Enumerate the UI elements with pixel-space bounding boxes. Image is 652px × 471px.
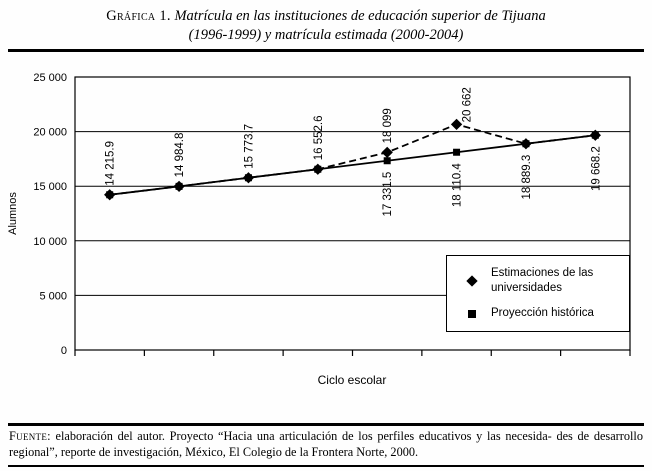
y-tick-label: 0 bbox=[61, 345, 67, 357]
title-line-1: Gráfica 1. Matrícula en las institucione… bbox=[0, 7, 652, 26]
source-line-2: des de desarrollo regional”, reporte de … bbox=[9, 429, 643, 460]
diamond-marker-icon bbox=[466, 275, 478, 287]
source-text: Fuente: elaboración del autor. Proyecto … bbox=[0, 426, 652, 465]
legend-marker-cell bbox=[459, 309, 485, 318]
y-tick-label: 10 000 bbox=[33, 236, 67, 248]
diamond-marker bbox=[589, 129, 601, 142]
point-value-label: 17 331.5 bbox=[382, 172, 394, 217]
point-value-label: 16 552.6 bbox=[313, 116, 325, 161]
point-value-label: 19 668.2 bbox=[590, 146, 602, 191]
series-line-1 bbox=[109, 134, 596, 196]
diamond-marker bbox=[104, 189, 116, 201]
point-value-label: 18 889.3 bbox=[521, 155, 533, 200]
line-chart: 0 5 000 10 000 15 000 20 000 25 000 Alumnos 14 … bbox=[7, 72, 631, 357]
square-marker bbox=[383, 157, 391, 165]
point-value-labels: 14 215.9 14 984.8 15 773.7 16 552.6 18 099 17… bbox=[105, 87, 603, 216]
source-label: Fuente: bbox=[9, 429, 51, 444]
point-value-label: 20 662 bbox=[462, 87, 474, 122]
source-note: Fuente: elaboración del autor. Proyecto … bbox=[0, 423, 652, 468]
diamond-marker bbox=[173, 180, 185, 193]
square-marker-icon bbox=[468, 309, 476, 318]
y-tick-label: 20 000 bbox=[33, 127, 67, 139]
point-value-label: 15 773.7 bbox=[243, 124, 255, 169]
source-line-1: elaboración del autor. Proyecto “Hacia u… bbox=[55, 429, 552, 444]
point-value-label: 14 215.9 bbox=[105, 141, 117, 186]
divider-top bbox=[8, 49, 644, 53]
point-value-label: 18 110.4 bbox=[452, 163, 464, 208]
figure-label: Gráfica 1. bbox=[106, 8, 171, 24]
title-line-2: (1996-1999) y matrícula estimada (2000-2… bbox=[188, 27, 464, 44]
point-value-label: 14 984.8 bbox=[174, 133, 186, 178]
point-value-label: 18 099 bbox=[382, 108, 394, 143]
y-tick-label: 15 000 bbox=[33, 181, 67, 193]
y-tick-label: 25 000 bbox=[33, 72, 67, 84]
square-marker bbox=[453, 148, 461, 156]
diamond-marker bbox=[381, 146, 393, 159]
legend: Estimaciones de las universidades Proyec… bbox=[446, 255, 630, 333]
x-axis-title: Ciclo escolar bbox=[317, 373, 387, 388]
legend-item-estimaciones: Estimaciones de las universidades bbox=[459, 266, 621, 296]
diamond-marker bbox=[312, 163, 324, 176]
legend-label-proyeccion: Proyección histórica bbox=[491, 307, 594, 320]
chart-title: Gráfica 1. Matrícula en las institucione… bbox=[0, 0, 652, 45]
chart-area: 0 5 000 10 000 15 000 20 000 25 000 Alumnos 14 … bbox=[0, 52, 652, 372]
divider-footer-top bbox=[8, 423, 644, 427]
y-tick-label: 5 000 bbox=[39, 291, 67, 303]
title-text: Matrícula en las instituciones de educac… bbox=[174, 8, 546, 24]
y-axis-tick-labels: 0 5 000 10 000 15 000 20 000 25 000 bbox=[33, 72, 67, 357]
legend-marker-cell bbox=[459, 275, 485, 287]
legend-label-estimaciones: Estimaciones de las universidades bbox=[491, 267, 594, 295]
diamond-marker bbox=[242, 172, 255, 184]
x-axis-ticks bbox=[74, 350, 631, 357]
y-axis-title: Alumnos bbox=[7, 192, 19, 235]
legend-item-proyeccion: Proyección histórica bbox=[459, 306, 621, 321]
diamond-marker bbox=[450, 118, 463, 131]
diamond-marker bbox=[520, 138, 532, 150]
divider-footer-bottom bbox=[8, 465, 644, 468]
